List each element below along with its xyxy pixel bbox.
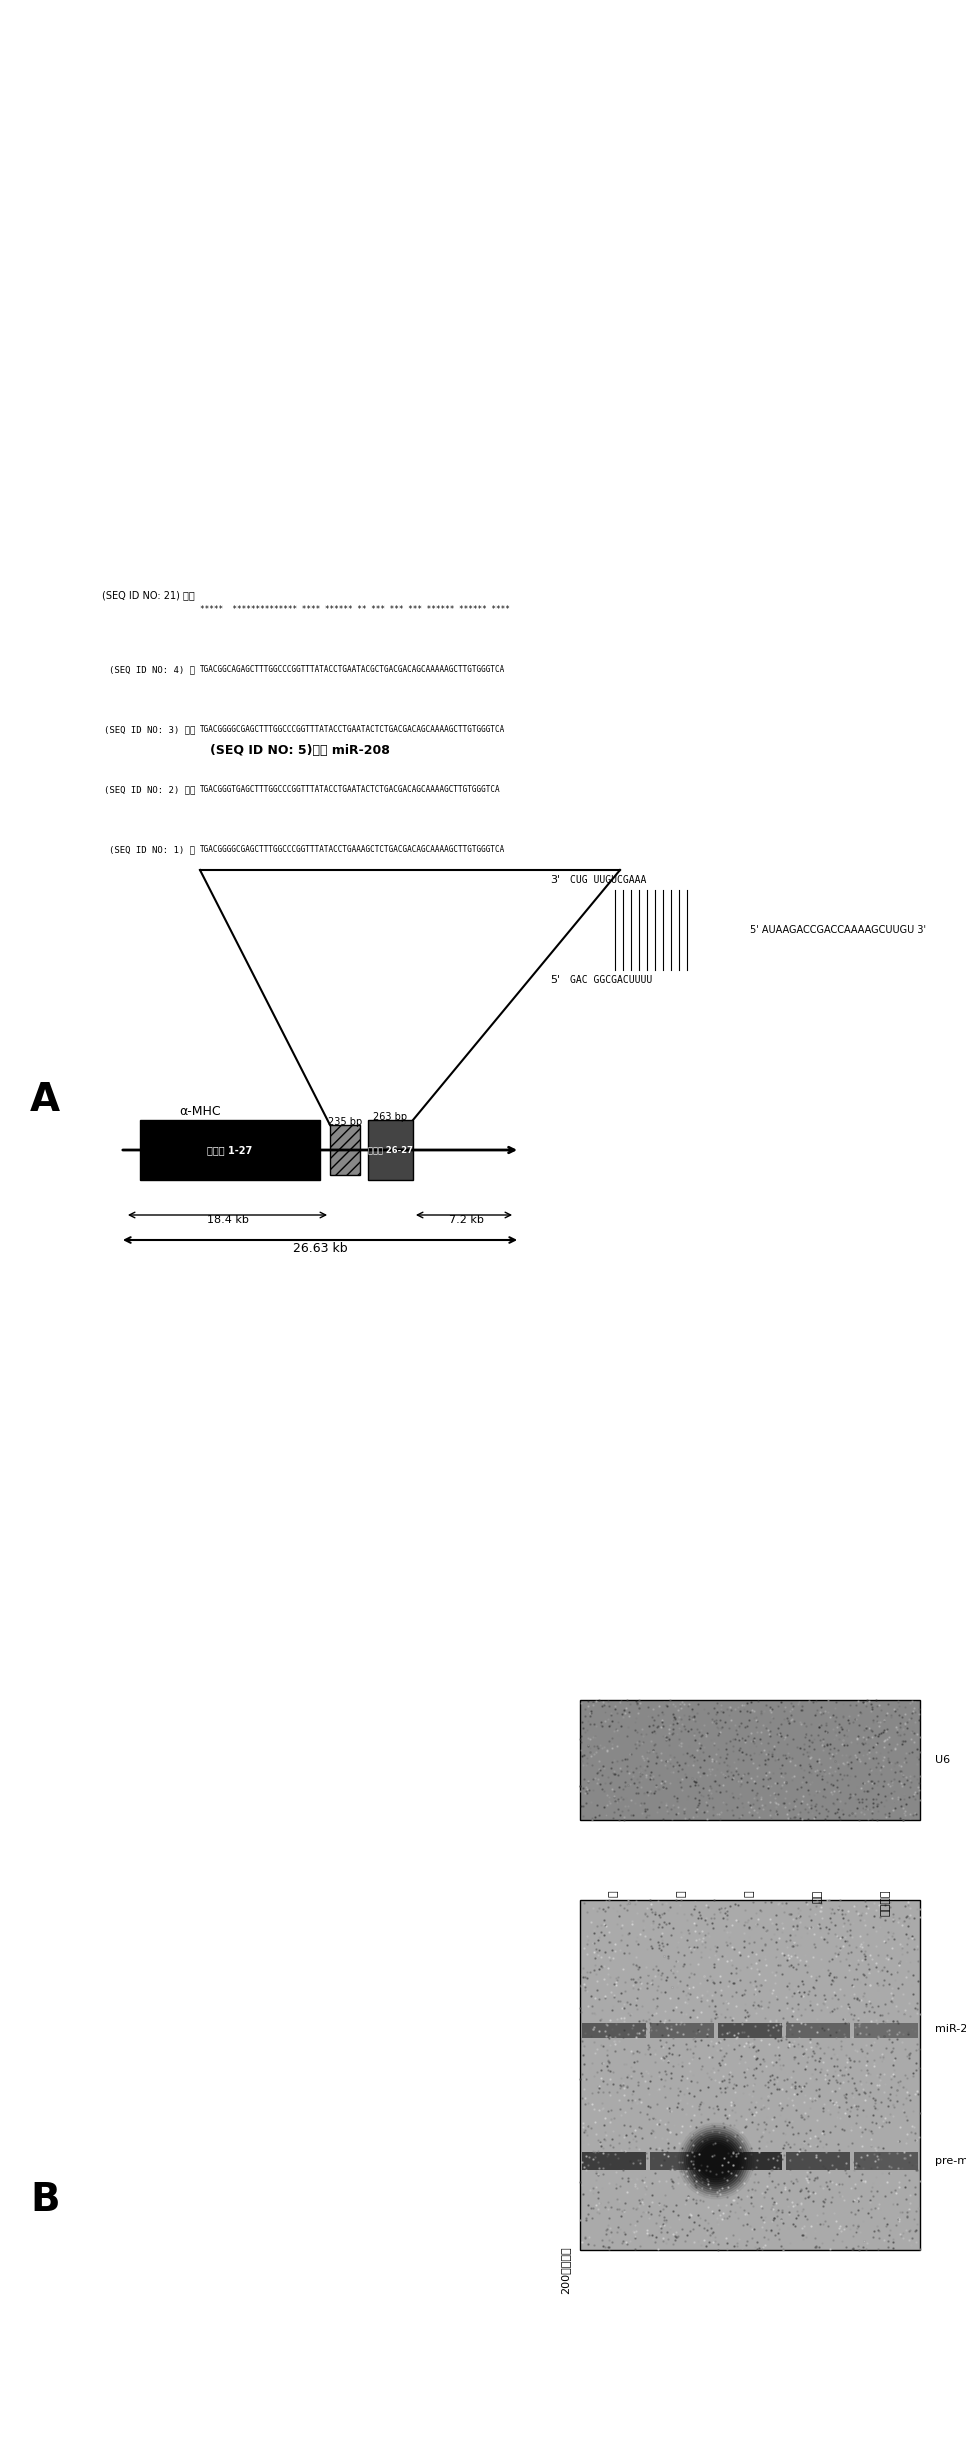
Text: (SEQ ID NO: 2) 小鼠: (SEQ ID NO: 2) 小鼠 (103, 785, 195, 795)
Circle shape (707, 2154, 724, 2168)
Text: 263 bp: 263 bp (374, 1111, 408, 1121)
Text: GAC GGCGACUUUU: GAC GGCGACUUUU (570, 974, 652, 986)
Circle shape (691, 2137, 741, 2186)
Text: B: B (30, 2181, 60, 2220)
Circle shape (703, 2149, 728, 2173)
Text: 3': 3' (550, 876, 560, 886)
Bar (140, 1121, 320, 1180)
Circle shape (687, 2132, 746, 2191)
Bar (368, 1121, 413, 1180)
Text: TGACGGGGCGAGCTTTGGCCCGGTTTATACCTGAAAGCTCTGACGACAGCAAAAGCTTGTGGGTCA: TGACGGGGCGAGCTTTGGCCCGGTTTATACCTGAAAGCTC… (200, 846, 505, 854)
Text: 血: 血 (677, 1889, 687, 1896)
Circle shape (685, 2129, 748, 2193)
Text: 200基因表达: 200基因表达 (560, 2247, 570, 2294)
Bar (580, 1700, 920, 1820)
Circle shape (697, 2141, 735, 2181)
Text: CUG UUGUCGAAA: CUG UUGUCGAAA (570, 876, 646, 886)
Text: 5' AUAAGACCGACCAAAAGCUUGU 3': 5' AUAAGACCGACCAAAAGCUUGU 3' (750, 925, 926, 935)
Circle shape (710, 2154, 723, 2168)
Text: (SEQ ID NO: 1) 人: (SEQ ID NO: 1) 人 (109, 846, 195, 854)
Text: 脂肪组织: 脂肪组织 (881, 1889, 891, 1916)
Text: 18.4 kb: 18.4 kb (207, 1214, 248, 1224)
Bar (582, 2024, 646, 2038)
Text: TGACGGCAGAGCTTTGGCCCGGTTTATACCTGAATACGCTGACGACAGCAAAAAGCTTGTGGGTCA: TGACGGCAGAGCTTTGGCCCGGTTTATACCTGAATACGCT… (200, 665, 505, 675)
Bar (718, 2024, 782, 2038)
Circle shape (705, 2151, 726, 2171)
Bar (650, 2024, 714, 2038)
Text: (SEQ ID NO: 4) 狗: (SEQ ID NO: 4) 狗 (109, 665, 195, 675)
Circle shape (714, 2159, 718, 2164)
Bar (650, 2151, 714, 2171)
Circle shape (701, 2146, 730, 2176)
Text: miR-208: miR-208 (935, 2024, 966, 2034)
Text: 外显子 26-27: 外显子 26-27 (368, 1146, 412, 1155)
Text: 235 bp: 235 bp (327, 1116, 362, 1126)
Text: U6: U6 (935, 1754, 951, 1766)
Text: 土: 土 (609, 1889, 619, 1896)
Text: (SEQ ID NO: 21) 茎环: (SEQ ID NO: 21) 茎环 (102, 591, 195, 601)
Circle shape (699, 2144, 733, 2178)
Bar (580, 1901, 920, 2249)
Text: 外显子 1-27: 外显子 1-27 (208, 1146, 253, 1155)
Circle shape (693, 2139, 739, 2183)
Circle shape (682, 2127, 750, 2195)
Text: α-MHC: α-MHC (179, 1104, 221, 1119)
Bar (786, 2024, 850, 2038)
Text: *****  ************** **** ****** ** *** *** *** ****** ****** ****: ***** ************** **** ****** ** *** … (200, 606, 510, 616)
Bar (854, 2024, 918, 2038)
Circle shape (712, 2156, 721, 2166)
Bar (854, 2151, 918, 2171)
Text: (SEQ ID NO: 3) 大鼠: (SEQ ID NO: 3) 大鼠 (103, 726, 195, 733)
Bar (582, 2151, 646, 2171)
Text: 5': 5' (550, 974, 560, 986)
Circle shape (695, 2139, 737, 2183)
Text: (SEQ ID NO: 5)成熟 miR-208: (SEQ ID NO: 5)成熟 miR-208 (210, 743, 390, 756)
Text: 26.63 kb: 26.63 kb (293, 1241, 348, 1256)
Text: A: A (30, 1082, 60, 1119)
Bar (718, 2151, 782, 2171)
Circle shape (689, 2134, 744, 2188)
Text: TGACGGGGCGAGCTTTGGCCCGGTTTATACCTGAATACTCTGACGACAGCAAAAGCTTGTGGGTCA: TGACGGGGCGAGCTTTGGCCCGGTTTATACCTGAATACTC… (200, 726, 505, 733)
Bar (330, 1126, 360, 1175)
Text: TGACGGGTGAGCTTTGGCCCGGTTTATACCTGAATACTCTGACGACAGCAAAAGCTTGTGGGTCA: TGACGGGTGAGCTTTGGCCCGGTTTATACCTGAATACTCT… (200, 785, 500, 795)
Text: pre-miR: pre-miR (935, 2156, 966, 2166)
Bar (786, 2151, 850, 2171)
Text: 7.2 kb: 7.2 kb (449, 1214, 484, 1224)
Text: 腊肠: 腊肠 (813, 1889, 823, 1904)
Circle shape (680, 2124, 752, 2198)
Text: 肌: 肌 (745, 1889, 755, 1896)
